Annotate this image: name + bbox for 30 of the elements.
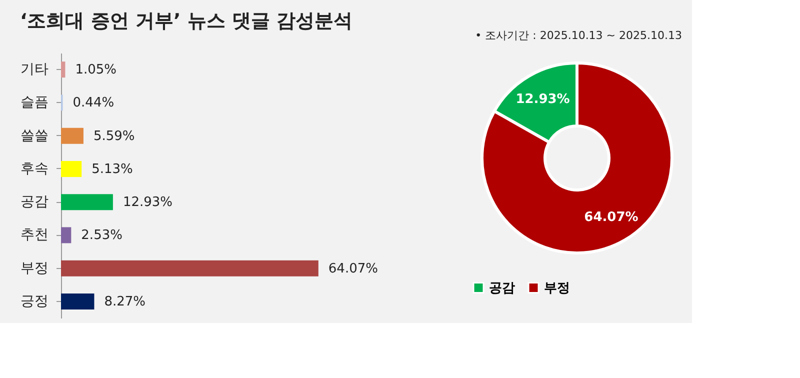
data-label: 12.93%	[516, 92, 570, 108]
y-tick-label: 후속	[20, 160, 48, 177]
data-label: 1.05%	[75, 62, 117, 78]
donut-slice	[480, 62, 674, 254]
data-label: 5.13%	[92, 162, 133, 177]
y-tick-label: 슬픔	[20, 94, 48, 111]
bar	[61, 194, 113, 210]
chart-title: • 조사기간 : 2025.10.13 ~ 2025.10.13	[475, 29, 682, 42]
data-label: 8.27%	[104, 294, 146, 310]
bar	[61, 293, 94, 310]
data-label: 64.07%	[328, 261, 378, 276]
bar	[61, 260, 318, 276]
legend-label: 공감	[489, 280, 515, 296]
data-label: 0.44%	[72, 96, 114, 111]
y-tick-label: 쓸쓸	[20, 128, 48, 144]
bar	[61, 128, 84, 144]
data-label: 5.59%	[93, 128, 135, 144]
legend-label: 부정	[544, 280, 570, 296]
chart-title: ‘조희대 증언 거부’ 뉴스 댓글 감성분석	[20, 10, 353, 32]
y-tick-label: 긍정	[20, 293, 48, 310]
y-tick-label: 공감	[20, 194, 48, 210]
bar	[61, 160, 82, 177]
y-tick-label: 기타	[20, 62, 48, 78]
bar	[61, 62, 66, 78]
data-label: 64.07%	[584, 210, 638, 225]
data-label: 2.53%	[81, 228, 122, 244]
bar	[61, 227, 72, 244]
y-tick-label: 부정	[20, 260, 48, 276]
data-label: 12.93%	[122, 195, 173, 210]
y-tick-label: 추천	[20, 227, 48, 244]
